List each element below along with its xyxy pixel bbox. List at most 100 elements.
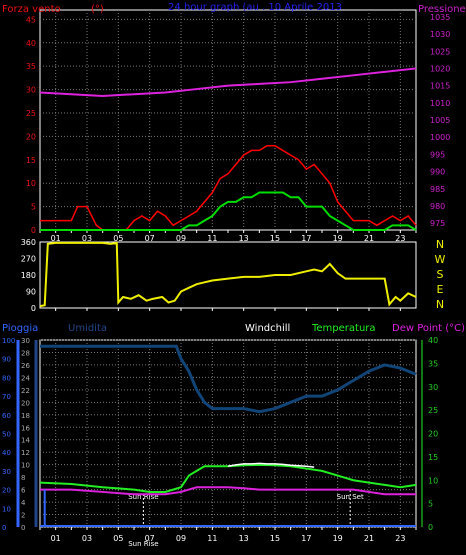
panel1-x-tick: 21 — [364, 234, 374, 243]
panel1-right-tick: 1020 — [430, 64, 450, 73]
temp-tick: 5 — [428, 500, 433, 509]
panel1-left-tick: 45 — [26, 15, 36, 24]
compass-label: S — [437, 268, 444, 281]
panel1-left-tick: 25 — [26, 109, 36, 118]
humidity-series — [40, 344, 417, 414]
humidity-tick: 6 — [21, 487, 26, 495]
humidity-tick: 14 — [21, 437, 30, 445]
panel1-right-tick: 1000 — [430, 133, 450, 142]
humidity-tick: 10 — [21, 462, 30, 470]
temperature-series — [39, 463, 417, 493]
panel1-right-tick: 990 — [430, 168, 445, 177]
panel2-y-tick: 360 — [21, 238, 36, 247]
panel1-right-tick: 975 — [430, 219, 445, 228]
temp-tick: 10 — [428, 476, 438, 485]
sunrise-label-bottom: Sun Rise — [128, 540, 158, 548]
panel1-x-tick: 15 — [270, 234, 280, 243]
rain-tick: 20 — [2, 487, 11, 495]
humidity-tick: 0 — [21, 524, 25, 532]
rain-tick: 30 — [2, 468, 11, 476]
panel1-right-tick: 1025 — [430, 47, 450, 56]
humidity-tick: 28 — [21, 349, 30, 357]
panel1-right-tick: 1010 — [430, 99, 450, 108]
panel3-x-tick: 05 — [113, 534, 123, 543]
panel1-left-tick: 0 — [31, 226, 36, 235]
panel1-x-tick: 09 — [176, 234, 186, 243]
panel1-left-tick: 35 — [26, 62, 36, 71]
rain-tick: 90 — [2, 356, 11, 364]
panel3-x-tick: 21 — [364, 534, 374, 543]
rain-tick: 0 — [2, 524, 6, 532]
panel3-x-tick: 19 — [333, 534, 343, 543]
panel3-x-tick: 15 — [270, 534, 280, 543]
humidity-tick: 24 — [21, 374, 30, 382]
rain-tick: 40 — [2, 449, 11, 457]
humidity-tick: 16 — [21, 424, 30, 432]
panel2-y-tick: 0 — [31, 304, 36, 313]
rain-label: Pioggia — [2, 323, 38, 334]
rain-tick: 10 — [2, 505, 11, 513]
humidity-tick: 30 — [21, 337, 30, 345]
humidity-tick: 26 — [21, 362, 30, 370]
humidity-label: Umidita — [68, 323, 107, 334]
rain-tick: 100 — [2, 337, 15, 345]
panel1-right-tick: 1030 — [430, 30, 450, 39]
rain-tick: 50 — [2, 431, 11, 439]
panel2-y-tick: 270 — [21, 255, 36, 264]
panel3-x-tick: 17 — [301, 534, 311, 543]
panel1-x-tick: 05 — [113, 234, 123, 243]
panel3-x-tick: 09 — [176, 534, 186, 543]
panel1-right-tick: 1005 — [430, 116, 450, 125]
panel3-x-tick: 07 — [145, 534, 155, 543]
temp-tick: 15 — [428, 453, 438, 462]
panel1-right-tick: 995 — [430, 150, 445, 159]
panel1-right-tick: 985 — [430, 185, 445, 194]
compass-label: N — [436, 238, 444, 251]
panel2-frame — [39, 241, 417, 309]
panel1-left-tick: 5 — [31, 203, 36, 212]
panel1-right-tick: 980 — [430, 202, 445, 211]
rain-tick: 80 — [2, 374, 11, 382]
sunset-label: Sun Set — [337, 493, 364, 501]
humidity-tick: 12 — [21, 449, 30, 457]
panel1-x-tick: 07 — [145, 234, 155, 243]
temp-tick: 25 — [428, 406, 438, 415]
panel2-y-tick: 180 — [21, 271, 36, 280]
panel1-left-tick: 30 — [26, 86, 36, 95]
temp-tick: 0 — [428, 523, 433, 532]
panel1-right-tick: 1015 — [430, 82, 450, 91]
dewpoint-label: Dew Point (°C) — [392, 323, 465, 334]
temperature-label: Temperatura — [311, 323, 376, 334]
sunrise-label-top: Sun Rise — [128, 493, 158, 501]
panel3-x-tick: 01 — [51, 534, 61, 543]
temp-tick: 40 — [428, 336, 438, 345]
compass-label: E — [437, 283, 444, 296]
humidity-tick: 20 — [21, 399, 30, 407]
panel1-x-tick: 23 — [395, 234, 405, 243]
direction-series — [39, 241, 417, 308]
panel1-title: 24 hour graph (au . 10 Aprile 2013 — [168, 2, 342, 13]
humidity-tick: 18 — [21, 412, 30, 420]
panel1-x-tick: 17 — [301, 234, 311, 243]
rain-tick: 70 — [2, 393, 11, 401]
panel1-x-tick: 03 — [82, 234, 92, 243]
panel1-x-tick: 19 — [333, 234, 343, 243]
panel1-right-label: Pressione — [418, 4, 466, 15]
temp-tick: 20 — [428, 430, 438, 439]
gust-series — [40, 144, 417, 231]
pressure-series — [39, 67, 417, 97]
compass-label: W — [435, 253, 446, 266]
windchill-label: Windchill — [245, 323, 290, 334]
panel1-left-tick: 10 — [26, 179, 36, 188]
panel2-y-tick: 90 — [26, 288, 36, 297]
wind-series — [40, 191, 417, 231]
panel1-x-tick: 11 — [207, 234, 217, 243]
rain-tick: 60 — [2, 412, 11, 420]
panel3-x-tick: 11 — [207, 534, 217, 543]
compass-label: N — [436, 298, 444, 311]
humidity-tick: 8 — [21, 474, 25, 482]
panel1-x-tick: 01 — [51, 234, 61, 243]
panel3-x-tick: 03 — [82, 534, 92, 543]
panel3-x-tick: 13 — [239, 534, 249, 543]
